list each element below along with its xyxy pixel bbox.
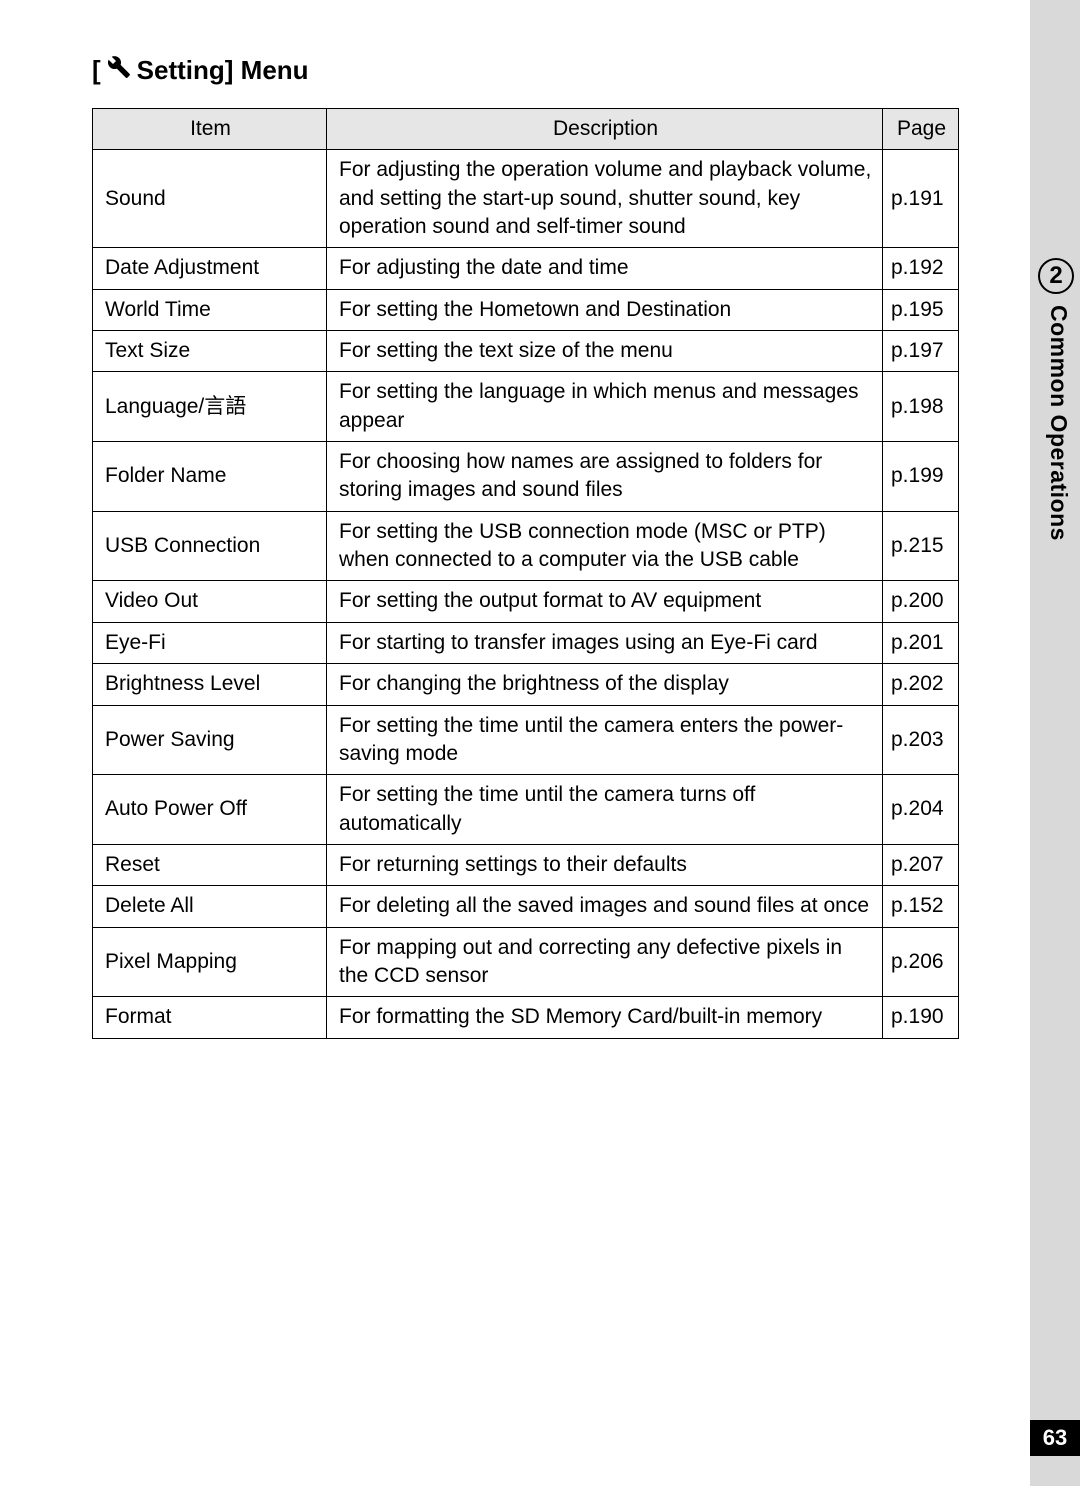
chapter-number-badge: 2 [1038, 258, 1074, 294]
cell-item: Delete All [93, 886, 327, 927]
cell-item: Eye-Fi [93, 622, 327, 663]
cell-description: For choosing how names are assigned to f… [327, 442, 883, 512]
cell-page: p.152 [883, 886, 959, 927]
table-row: Language/言語For setting the language in w… [93, 372, 959, 442]
cell-page: p.191 [883, 150, 959, 248]
table-row: ResetFor returning settings to their def… [93, 844, 959, 885]
cell-page: p.204 [883, 775, 959, 845]
table-row: Pixel MappingFor mapping out and correct… [93, 927, 959, 997]
cell-page: p.202 [883, 664, 959, 705]
cell-description: For deleting all the saved images and so… [327, 886, 883, 927]
header-description: Description [327, 109, 883, 150]
table-row: Date AdjustmentFor adjusting the date an… [93, 248, 959, 289]
cell-description: For setting the language in which menus … [327, 372, 883, 442]
header-page: Page [883, 109, 959, 150]
table-row: Brightness LevelFor changing the brightn… [93, 664, 959, 705]
table-row: Delete AllFor deleting all the saved ima… [93, 886, 959, 927]
page: 2 Common Operations 63 [ Setting] Menu [0, 0, 1080, 1486]
cell-page: p.203 [883, 705, 959, 775]
cell-description: For adjusting the operation volume and p… [327, 150, 883, 248]
cell-description: For formatting the SD Memory Card/built-… [327, 997, 883, 1038]
settings-table: Item Description Page SoundFor adjusting… [92, 108, 959, 1039]
cell-item: Format [93, 997, 327, 1038]
table-body: SoundFor adjusting the operation volume … [93, 150, 959, 1038]
cell-page: p.192 [883, 248, 959, 289]
table-header-row: Item Description Page [93, 109, 959, 150]
cell-item: Sound [93, 150, 327, 248]
cell-item: Video Out [93, 581, 327, 622]
cell-description: For setting the text size of the menu [327, 331, 883, 372]
cell-item: Language/言語 [93, 372, 327, 442]
cell-item: Power Saving [93, 705, 327, 775]
table-row: SoundFor adjusting the operation volume … [93, 150, 959, 248]
cell-description: For setting the time until the camera en… [327, 705, 883, 775]
cell-page: p.199 [883, 442, 959, 512]
cell-description: For setting the time until the camera tu… [327, 775, 883, 845]
cell-item: Reset [93, 844, 327, 885]
cell-page: p.197 [883, 331, 959, 372]
cell-description: For returning settings to their defaults [327, 844, 883, 885]
table-row: USB ConnectionFor setting the USB connec… [93, 511, 959, 581]
chapter-title: Common Operations [1042, 305, 1072, 585]
table-row: Folder NameFor choosing how names are as… [93, 442, 959, 512]
chapter-number: 2 [1049, 262, 1062, 290]
wrench-icon [107, 55, 131, 86]
page-number-box: 63 [1030, 1420, 1080, 1456]
cell-item: Pixel Mapping [93, 927, 327, 997]
cell-page: p.215 [883, 511, 959, 581]
cell-item: Auto Power Off [93, 775, 327, 845]
cell-description: For setting the Hometown and Destination [327, 289, 883, 330]
cell-page: p.198 [883, 372, 959, 442]
side-gutter [1030, 0, 1080, 1486]
cell-page: p.206 [883, 927, 959, 997]
cell-page: p.201 [883, 622, 959, 663]
table-row: World TimeFor setting the Hometown and D… [93, 289, 959, 330]
table-row: Video OutFor setting the output format t… [93, 581, 959, 622]
table-row: Auto Power OffFor setting the time until… [93, 775, 959, 845]
cell-description: For setting the output format to AV equi… [327, 581, 883, 622]
cell-page: p.195 [883, 289, 959, 330]
table-row: FormatFor formatting the SD Memory Card/… [93, 997, 959, 1038]
cell-item: Date Adjustment [93, 248, 327, 289]
cell-description: For adjusting the date and time [327, 248, 883, 289]
cell-page: p.190 [883, 997, 959, 1038]
table-row: Power SavingFor setting the time until t… [93, 705, 959, 775]
section-heading: [ Setting] Menu [92, 55, 958, 86]
heading-label: Setting] Menu [137, 55, 309, 86]
heading-prefix: [ [92, 55, 101, 86]
cell-description: For setting the USB connection mode (MSC… [327, 511, 883, 581]
cell-description: For changing the brightness of the displ… [327, 664, 883, 705]
cell-item: World Time [93, 289, 327, 330]
cell-page: p.207 [883, 844, 959, 885]
content-area: [ Setting] Menu Item Description Page [0, 0, 1030, 1039]
cell-item: Folder Name [93, 442, 327, 512]
table-row: Eye-FiFor starting to transfer images us… [93, 622, 959, 663]
table-row: Text SizeFor setting the text size of th… [93, 331, 959, 372]
header-item: Item [93, 109, 327, 150]
cell-item: USB Connection [93, 511, 327, 581]
cell-item: Text Size [93, 331, 327, 372]
cell-description: For mapping out and correcting any defec… [327, 927, 883, 997]
page-number: 63 [1043, 1425, 1067, 1451]
cell-description: For starting to transfer images using an… [327, 622, 883, 663]
cell-page: p.200 [883, 581, 959, 622]
cell-item: Brightness Level [93, 664, 327, 705]
